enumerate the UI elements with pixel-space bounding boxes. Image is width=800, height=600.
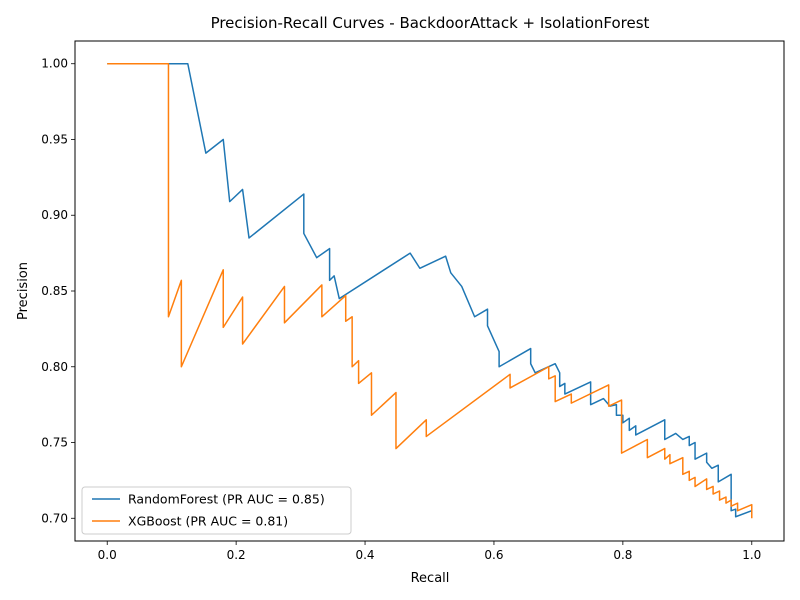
chart-title: Precision-Recall Curves - BackdoorAttack… [211,14,650,32]
legend-label-randomforest: RandomForest (PR AUC = 0.85) [128,492,325,507]
series-line-randomforest [107,62,753,518]
x-tick-label: 0.2 [227,548,246,562]
y-tick-label: 0.95 [41,132,68,146]
legend-label-xgboost: XGBoost (PR AUC = 0.81) [128,514,288,529]
y-tick-label: 0.70 [41,511,68,525]
x-tick-label: 1.0 [742,548,761,562]
y-tick-label: 0.75 [41,436,68,450]
y-tick-label: 0.85 [41,284,68,298]
y-tick-label: 1.00 [41,57,68,71]
y-tick-label: 0.90 [41,208,68,222]
x-tick-label: 0.6 [484,548,503,562]
legend: RandomForest (PR AUC = 0.85) XGBoost (PR… [81,486,352,535]
x-tick-label: 0.4 [355,548,374,562]
legend-box [81,486,352,535]
series-line-xgboost [107,62,753,519]
plot-area: 0.0 0.2 0.4 0.6 0.8 1.0 0.700.750.800.850.900… [41,40,785,562]
y-axis-ticks: 0.70 0.75 0.80 0.85 0.90 0.95 1.00 [41,57,75,525]
y-axis-label: Precision [16,262,31,320]
x-axis-label: Recall [411,571,450,586]
y-tick-label: 0.80 [41,360,68,374]
axes-frame [74,40,785,542]
x-tick-label: 0.0 [98,548,117,562]
series-group [107,62,753,519]
x-axis-ticks: 0.0 0.2 0.4 0.6 0.8 1.0 [98,541,761,562]
x-tick-label: 0.8 [613,548,632,562]
